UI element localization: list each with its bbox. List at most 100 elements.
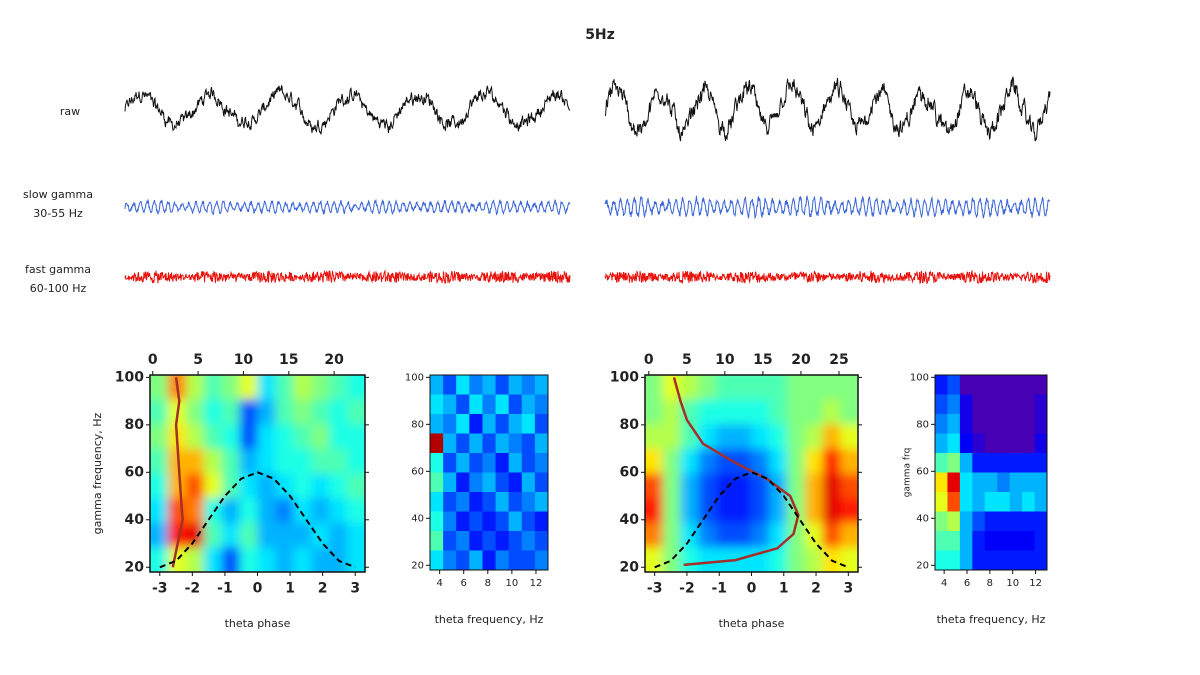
heatmap-cell bbox=[698, 547, 717, 572]
heatmap-cell bbox=[787, 424, 806, 450]
heatmap-cell bbox=[203, 547, 223, 572]
heatmap-cell bbox=[959, 433, 973, 454]
heatmap-cell bbox=[508, 550, 523, 570]
x-tick-label: 2 bbox=[811, 581, 821, 597]
figure-title: 5Hz bbox=[585, 27, 615, 43]
x-tick-label: 3 bbox=[350, 581, 360, 597]
heatmap-cell bbox=[959, 531, 973, 551]
heatmap-cell bbox=[203, 399, 223, 425]
heatmap-cell bbox=[1009, 472, 1023, 493]
heatmap-cell bbox=[751, 522, 770, 548]
heatmap-cell bbox=[716, 522, 735, 548]
heatmap-cell bbox=[150, 375, 169, 401]
heatmap-cell bbox=[972, 453, 986, 473]
heatmap-cell bbox=[443, 394, 457, 415]
x-tick-label: -3 bbox=[647, 581, 663, 597]
heatmap-cell bbox=[203, 522, 223, 548]
heatmap-cell bbox=[521, 492, 536, 512]
heatmap-cell bbox=[840, 522, 858, 548]
heatmap-cell bbox=[1022, 531, 1036, 551]
heatmap-cell bbox=[1022, 472, 1036, 493]
x2-tick-label: 20 bbox=[324, 352, 344, 368]
heatmap-cell bbox=[329, 498, 348, 524]
heatmap-cell bbox=[680, 424, 699, 450]
heatmap-cell bbox=[733, 522, 752, 548]
heatmap-cell bbox=[716, 375, 735, 401]
heatmap-cell bbox=[293, 522, 312, 548]
heatmap-cell bbox=[804, 473, 823, 499]
x-tick-label: 4 bbox=[436, 578, 442, 589]
heatmap-cell bbox=[698, 399, 717, 425]
heatmap-cell bbox=[959, 550, 973, 570]
heatmap-cell bbox=[997, 511, 1011, 532]
heatmap-cell bbox=[947, 414, 961, 434]
heatmap-cell bbox=[935, 511, 948, 532]
heatmap-cell bbox=[469, 511, 483, 532]
heatmap-cell bbox=[443, 414, 457, 434]
heatmap-cell bbox=[508, 394, 523, 415]
heatmap-cell bbox=[1034, 414, 1047, 434]
heatmap-cell bbox=[347, 498, 365, 524]
y-axis-label: gamma frequency, Hz bbox=[91, 412, 104, 534]
heatmap-cell bbox=[185, 448, 205, 474]
y-tick-label: 20 bbox=[916, 560, 929, 571]
heatmap-cell bbox=[534, 511, 548, 532]
heatmap-cell bbox=[495, 492, 510, 512]
heatmap-cell bbox=[698, 375, 717, 401]
heatmap-cell bbox=[482, 375, 497, 395]
heatmap-cell bbox=[329, 522, 348, 548]
heatmap-cell bbox=[221, 448, 241, 474]
heatmap-cell bbox=[508, 375, 523, 395]
heatmap-cell bbox=[680, 448, 699, 474]
x-tick-label: 8 bbox=[485, 578, 491, 589]
heatmap-cell bbox=[495, 531, 510, 551]
heatmap-cell bbox=[293, 424, 312, 450]
heatmap-cell bbox=[840, 547, 858, 572]
heatmap-cell bbox=[935, 414, 948, 434]
heatmap-cell bbox=[203, 375, 223, 401]
signal-trace bbox=[604, 76, 1051, 142]
heatmap-cell bbox=[662, 448, 681, 474]
y-tick-label: 80 bbox=[620, 417, 640, 433]
heatmap-cell bbox=[662, 498, 681, 524]
heatmap-cell bbox=[311, 424, 330, 450]
heatmap-cell bbox=[456, 511, 470, 532]
heatmap-cell bbox=[1009, 511, 1023, 532]
x-tick-label: 12 bbox=[530, 578, 543, 589]
heatmap-cell bbox=[698, 473, 717, 499]
heatmap-cell bbox=[662, 375, 681, 401]
signal-trace bbox=[604, 195, 1051, 220]
heatmap-cell bbox=[662, 473, 681, 499]
heatmap-cell bbox=[972, 492, 986, 512]
curve bbox=[672, 377, 800, 567]
heatmap-cell bbox=[430, 472, 444, 493]
heatmap-cell bbox=[257, 522, 276, 548]
heatmap bbox=[430, 375, 548, 570]
heatmap-cell bbox=[521, 394, 536, 415]
heatmap-cell bbox=[185, 399, 205, 425]
heatmap-cell bbox=[997, 453, 1011, 473]
heatmap-cell bbox=[347, 375, 365, 401]
heatmap-cell bbox=[984, 511, 998, 532]
heatmap-cell bbox=[733, 399, 752, 425]
heatmap-cell bbox=[997, 472, 1011, 493]
heatmap-cell bbox=[1009, 375, 1023, 395]
heatmap-cell bbox=[430, 531, 444, 551]
heatmap-cell bbox=[167, 473, 187, 499]
heatmap-cell bbox=[185, 473, 205, 499]
heatmap-cell bbox=[293, 473, 312, 499]
heatmap-cell bbox=[430, 375, 444, 395]
heatmap-cell bbox=[972, 511, 986, 532]
heatmap-cell bbox=[203, 498, 223, 524]
heatmap-cell bbox=[645, 547, 664, 572]
heatmap-cell bbox=[443, 550, 457, 570]
heatmap-cell bbox=[997, 394, 1011, 415]
heatmap-cell bbox=[680, 473, 699, 499]
heatmap-cell bbox=[456, 550, 470, 570]
trace-label: 60-100 Hz bbox=[30, 282, 87, 295]
heatmap-cell bbox=[787, 473, 806, 499]
heatmap-cell bbox=[947, 492, 961, 512]
heatmap-cell bbox=[769, 375, 788, 401]
heatmap-cell bbox=[662, 522, 681, 548]
heatmap-cell bbox=[645, 424, 664, 450]
